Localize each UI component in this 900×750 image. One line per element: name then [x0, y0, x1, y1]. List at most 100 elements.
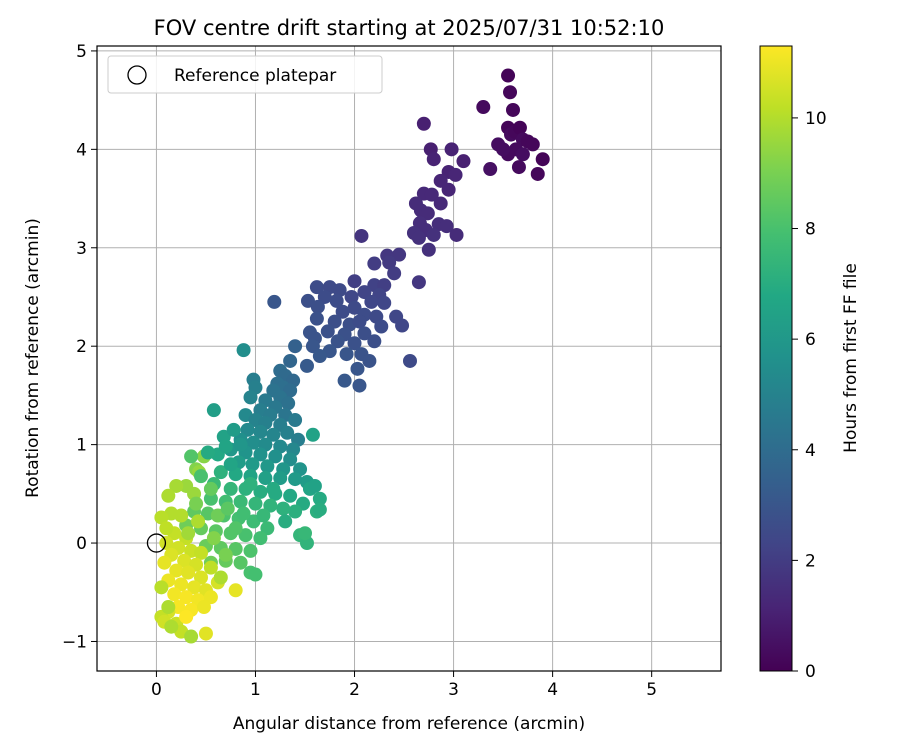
data-point — [411, 230, 426, 245]
data-point — [213, 465, 228, 480]
data-point — [154, 510, 169, 525]
data-point — [320, 324, 335, 339]
chart-title: FOV centre drift starting at 2025/07/31 … — [154, 16, 665, 40]
data-point — [243, 476, 258, 491]
x-axis-ticks: 0 1 2 3 4 5 — [151, 671, 657, 700]
data-point — [288, 472, 303, 487]
data-point — [283, 452, 298, 467]
data-point — [424, 187, 439, 202]
y-axis-label: Rotation from reference (arcmin) — [23, 218, 43, 498]
data-point — [179, 590, 194, 605]
data-point — [248, 496, 263, 511]
data-point — [307, 478, 322, 493]
data-point — [441, 182, 456, 197]
data-point — [184, 629, 199, 644]
data-point — [174, 508, 189, 523]
y-tick-label: 3 — [76, 239, 87, 259]
data-point — [288, 413, 303, 428]
data-point — [278, 514, 293, 529]
data-point — [223, 481, 238, 496]
legend-box — [107, 55, 383, 94]
data-point — [448, 167, 463, 182]
data-point — [312, 491, 327, 506]
x-axis-label: Angular distance from reference (arcmin) — [233, 714, 585, 734]
legend: Reference platepar — [107, 55, 383, 94]
data-point — [483, 162, 498, 177]
data-point — [317, 289, 332, 304]
data-point — [339, 347, 354, 362]
data-point — [260, 459, 275, 474]
colorbar-tick-label: 8 — [805, 220, 816, 240]
y-axis-ticks: −1 0 1 2 3 4 5 — [62, 42, 97, 652]
y-tick-label: 5 — [76, 42, 87, 62]
data-point — [367, 334, 382, 349]
data-point — [288, 339, 303, 354]
data-point — [506, 102, 520, 117]
data-point — [187, 580, 202, 595]
plot-frame — [96, 45, 722, 672]
y-tick-label: 0 — [76, 534, 87, 554]
data-point — [456, 154, 471, 169]
data-point — [203, 590, 218, 605]
legend-reference-marker-icon — [127, 65, 147, 85]
data-point — [260, 521, 275, 536]
data-point — [305, 427, 320, 442]
data-point — [347, 336, 362, 351]
data-point — [312, 502, 327, 517]
data-point — [496, 142, 511, 157]
data-point — [248, 567, 263, 582]
data-point — [283, 488, 298, 503]
data-point — [266, 481, 281, 496]
data-point — [281, 396, 296, 411]
data-point — [283, 383, 298, 398]
data-point — [309, 280, 324, 295]
data-point — [157, 555, 172, 570]
x-tick-label: 0 — [151, 680, 162, 700]
data-point — [263, 498, 278, 513]
data-point — [240, 422, 255, 437]
data-point — [233, 494, 248, 509]
data-point — [411, 275, 426, 290]
data-point — [354, 228, 369, 243]
data-point — [256, 508, 271, 523]
data-point — [159, 521, 174, 536]
data-point — [374, 319, 389, 334]
data-point — [335, 304, 350, 319]
data-point — [305, 339, 320, 354]
data-point — [266, 427, 281, 442]
x-tick-label: 5 — [646, 680, 657, 700]
data-point — [169, 478, 184, 493]
data-point — [367, 256, 382, 271]
data-point — [395, 318, 410, 333]
data-point — [228, 583, 243, 598]
data-point — [352, 314, 367, 329]
data-point — [433, 196, 448, 211]
x-tick-label: 3 — [448, 680, 459, 700]
data-point — [196, 600, 211, 615]
data-point — [238, 528, 253, 543]
data-point — [236, 506, 251, 521]
data-point — [161, 488, 176, 503]
data-point — [288, 504, 303, 519]
data-point — [253, 484, 268, 499]
data-point — [233, 437, 248, 452]
data-point — [218, 547, 233, 562]
colorbar-ticks: 0 2 4 6 8 10 — [792, 109, 827, 682]
colorbar-label: Hours from first FF file — [841, 263, 861, 453]
data-point — [283, 353, 298, 368]
data-point — [253, 531, 268, 546]
data-point — [236, 343, 251, 358]
data-point — [347, 274, 362, 289]
data-point — [332, 283, 347, 298]
data-point — [357, 285, 372, 300]
data-point — [268, 449, 283, 464]
data-point — [200, 445, 215, 460]
data-point — [164, 619, 179, 634]
colorbar — [759, 45, 793, 672]
data-point — [350, 361, 365, 376]
data-point — [203, 560, 218, 575]
y-tick-label: −1 — [62, 632, 87, 652]
data-point — [511, 160, 526, 175]
data-point — [530, 166, 545, 181]
